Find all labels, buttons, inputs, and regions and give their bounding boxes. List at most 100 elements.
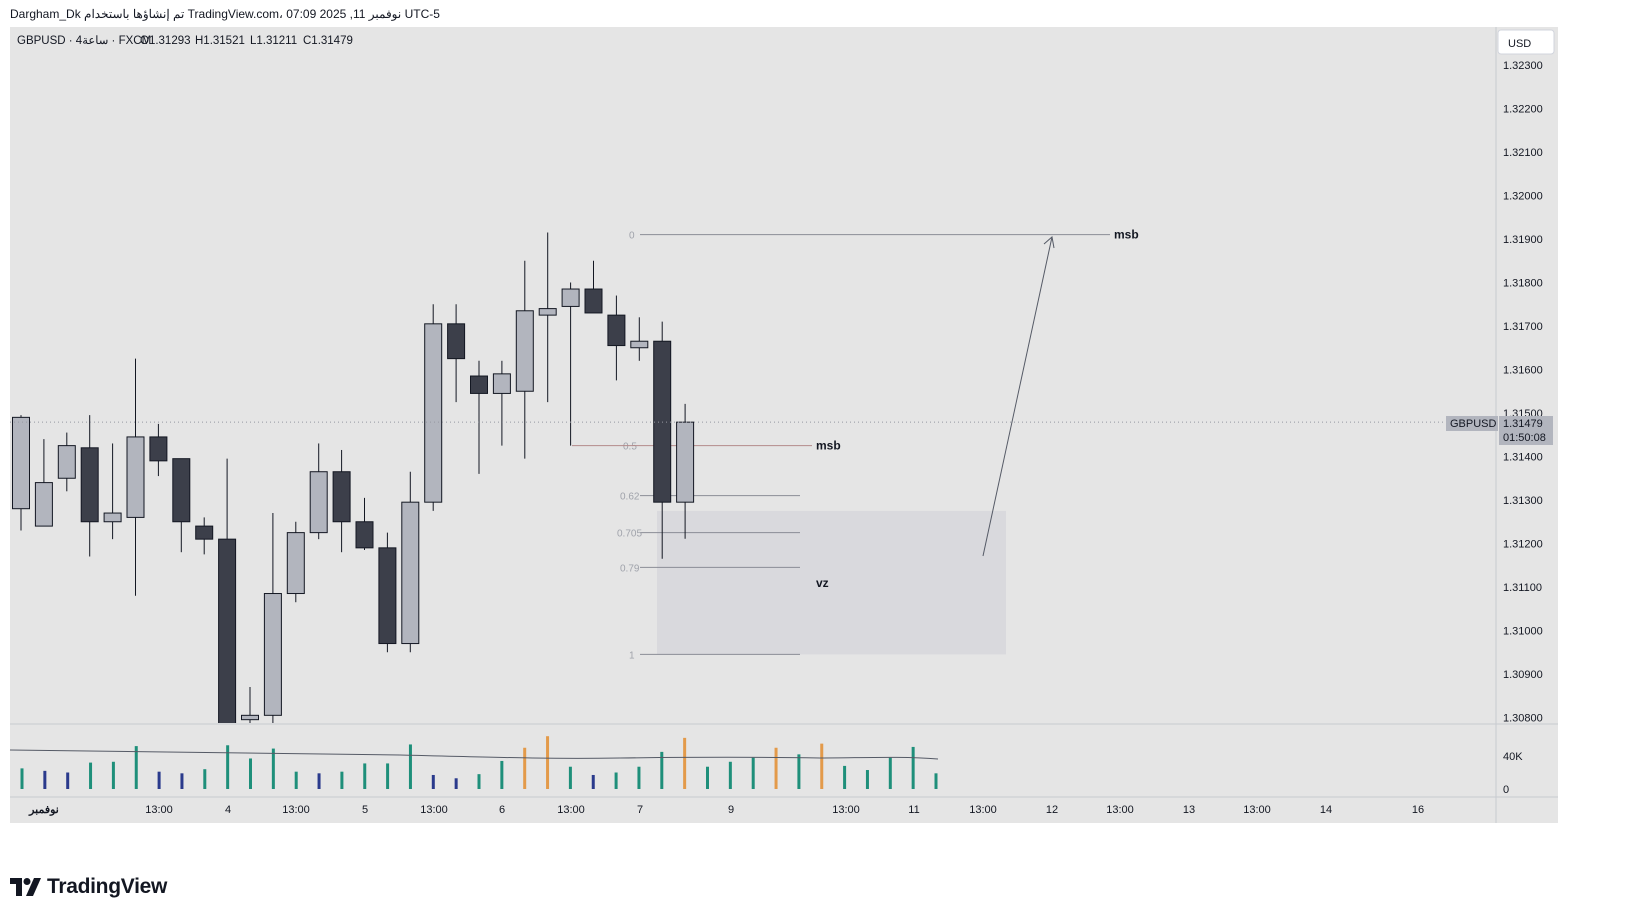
time-axis-tick: 6 xyxy=(499,804,505,816)
snapshot-header: Dargham_Dk تم إنشاؤها باستخدام TradingVi… xyxy=(0,0,1634,26)
projection-arrowhead xyxy=(1043,236,1055,249)
price-axis-tick: 1.31600 xyxy=(1503,365,1543,377)
candles-layer xyxy=(12,232,695,723)
legend-open: O1.31293 xyxy=(140,35,191,47)
price-axis-tick: 1.32100 xyxy=(1503,147,1543,159)
candle-body xyxy=(424,323,443,503)
candle-body xyxy=(538,308,557,316)
time-axis-tick: 7 xyxy=(637,804,643,816)
time-axis-tick: 5 xyxy=(362,804,368,816)
candle-body xyxy=(676,421,695,503)
time-axis-tick: 13:00 xyxy=(420,804,448,816)
legend-low: L1.31211 xyxy=(250,35,297,47)
volume-bar xyxy=(66,772,70,789)
price-tag-countdown: 01:50:08 xyxy=(1503,432,1546,444)
price-axis-tick: 1.31000 xyxy=(1503,626,1543,638)
currency-button[interactable]: USD xyxy=(1497,29,1555,55)
volume-bar xyxy=(774,747,778,789)
time-axis-tick: 9 xyxy=(728,804,734,816)
time-axis-tick: نوفمبر xyxy=(28,804,59,816)
volume-bar xyxy=(340,771,344,789)
candle-body xyxy=(470,375,488,394)
last-price-tag: GBPUSD 1.31479 01:50:08 xyxy=(1446,416,1553,445)
volume-bar xyxy=(157,771,161,789)
time-axis-tick: 13:00 xyxy=(145,804,173,816)
axes-layer: 1.32300 1.32200 1.32100 1.32000 1.31900 1.318… xyxy=(10,27,1558,823)
footer: TradingView xyxy=(10,872,167,902)
volume-bar xyxy=(706,766,709,789)
price-tag-symbol: GBPUSD xyxy=(1450,418,1497,430)
projection-arrow-line xyxy=(982,236,1053,557)
volume-bar xyxy=(934,773,938,789)
fib-level-label: 1 xyxy=(629,650,635,661)
candle-body xyxy=(149,436,168,462)
candle-body xyxy=(172,458,191,523)
volume-axis-tick: 40K xyxy=(1503,751,1523,763)
volume-bar xyxy=(568,766,572,789)
volume-bar xyxy=(43,770,47,789)
volume-bar xyxy=(180,773,184,789)
candle-body xyxy=(492,373,511,394)
candle-body xyxy=(103,512,122,523)
volume-bar xyxy=(386,763,390,789)
candle-body xyxy=(309,471,328,534)
candle-body xyxy=(126,436,145,518)
annotations-layer: msb msb vz xyxy=(10,228,1496,590)
price-axis-tick: 1.31300 xyxy=(1503,495,1543,507)
chart-pane-background xyxy=(10,27,1558,823)
price-axis-tick: 1.30900 xyxy=(1503,669,1543,681)
legend-high: H1.31521 xyxy=(195,35,245,47)
time-axis-tick: 13 xyxy=(1183,804,1195,816)
candle-body xyxy=(218,538,237,723)
fib-level-label: 0.705 xyxy=(617,529,642,540)
candle-body xyxy=(584,288,603,314)
volume-bar xyxy=(477,774,481,789)
tradingview-logo-icon xyxy=(10,878,41,896)
volume-bar xyxy=(683,737,687,789)
legend-symbol: GBPUSD · 4ساعة · FXCM xyxy=(17,34,151,47)
price-axis-tick: 1.32200 xyxy=(1503,104,1543,116)
volume-bar xyxy=(89,762,93,789)
volume-bar xyxy=(317,773,321,789)
volume-bar xyxy=(500,760,504,789)
candle-body xyxy=(447,323,466,360)
time-axis-tick: 14 xyxy=(1320,804,1332,816)
volume-bar xyxy=(660,751,664,789)
price-axis-tick: 1.31900 xyxy=(1503,234,1543,246)
candle-body xyxy=(80,447,99,523)
price-axis-tick: 1.31200 xyxy=(1503,539,1543,551)
time-axis-tick: 12 xyxy=(1046,804,1058,816)
fib-level-label: 0.5 xyxy=(623,442,637,453)
candle-body xyxy=(241,714,259,721)
volume-bar xyxy=(637,766,641,789)
candle-body xyxy=(195,525,214,540)
volume-bar xyxy=(523,747,527,789)
candle-body xyxy=(515,310,534,392)
volume-layer xyxy=(9,723,1558,789)
snapshot-credit: Dargham_Dk تم إنشاؤها باستخدام TradingVi… xyxy=(10,7,440,21)
candle-body xyxy=(286,532,305,595)
price-axis-tick: 1.31800 xyxy=(1503,278,1543,290)
vz-zone-layer xyxy=(657,510,1006,655)
candle-body xyxy=(57,445,76,479)
time-axis-tick: 13:00 xyxy=(832,804,860,816)
volume-bar xyxy=(728,761,732,789)
price-axis-tick: 1.31400 xyxy=(1503,452,1543,464)
time-axis-tick: 11 xyxy=(908,804,919,816)
volume-bar xyxy=(249,758,252,789)
price-axis-tick: 1.32000 xyxy=(1503,191,1543,203)
candle-body xyxy=(34,482,53,527)
msb-label-mid: msb xyxy=(816,439,841,453)
volume-bar xyxy=(888,757,892,789)
candle-body xyxy=(263,593,282,716)
time-axis-tick: 13:00 xyxy=(1106,804,1134,816)
time-axis-tick: 16 xyxy=(1412,804,1424,816)
candle-body xyxy=(378,547,397,645)
time-axis-tick: 13:00 xyxy=(969,804,997,816)
volume-bar xyxy=(431,774,435,789)
fib-level-label: 0 xyxy=(629,231,635,242)
currency-label: USD xyxy=(1508,38,1531,50)
candle-body xyxy=(561,288,580,307)
price-axis-tick: 1.31100 xyxy=(1503,582,1542,594)
